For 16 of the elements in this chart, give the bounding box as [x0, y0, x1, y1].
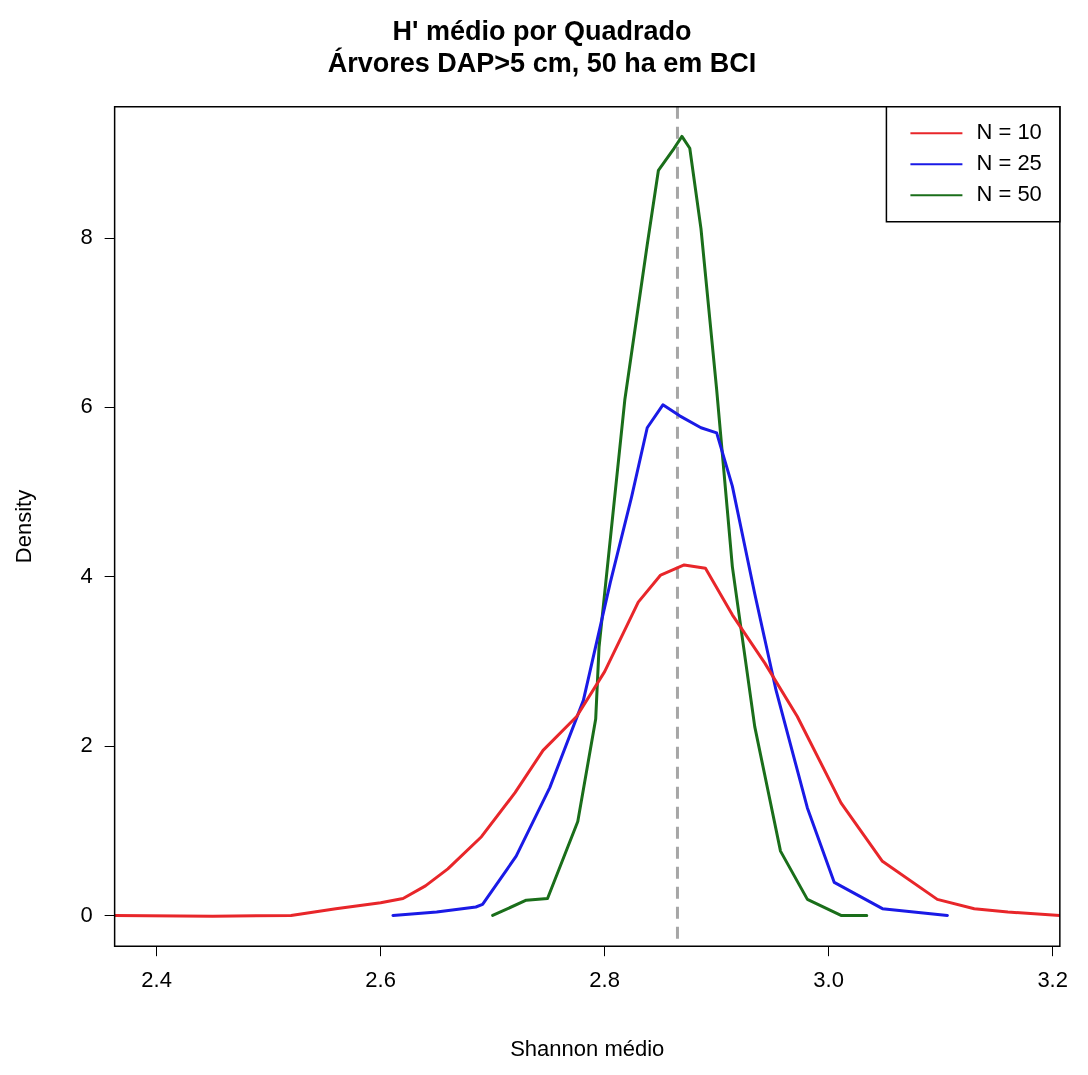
x-axis-title: Shannon médio	[510, 1035, 665, 1061]
legend-label: N = 50	[976, 181, 1042, 207]
x-tick-label: 2.4	[141, 967, 172, 993]
y-tick-label: 6	[80, 393, 93, 419]
legend-label: N = 25	[976, 150, 1042, 176]
y-axis-title: Density	[11, 489, 37, 564]
x-tick-label: 3.2	[1037, 967, 1068, 993]
y-tick-label: 8	[80, 224, 93, 250]
legend-label: N = 10	[976, 119, 1042, 145]
chart-title: H' médio por Quadrado Árvores DAP>5 cm, 50 ha em BCI	[327, 15, 757, 79]
y-tick-label: 0	[80, 901, 93, 927]
x-tick-label: 2.8	[589, 967, 620, 993]
y-tick-label: 2	[80, 732, 93, 758]
y-tick-label: 4	[80, 562, 93, 588]
x-tick-label: 2.6	[365, 967, 396, 993]
x-tick-label: 3.0	[813, 967, 844, 993]
